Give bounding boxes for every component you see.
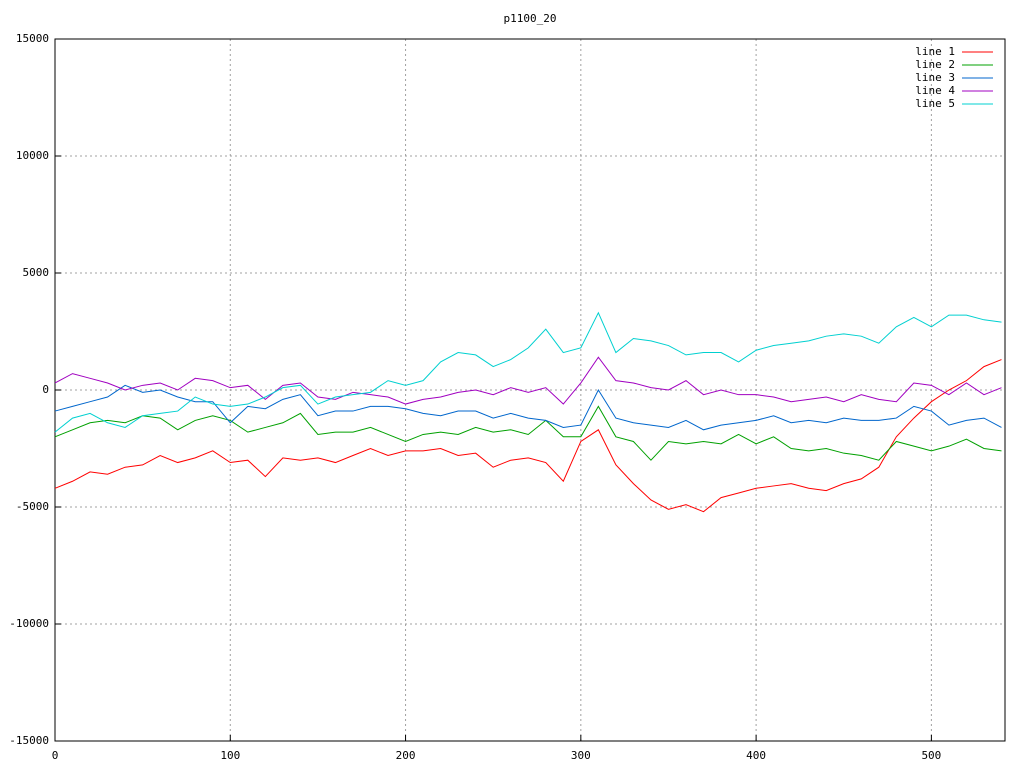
y-tick-label: -15000 — [9, 734, 49, 747]
chart-title: p1100_20 — [504, 12, 557, 25]
series-line — [54, 356, 1002, 405]
series-line — [54, 384, 1002, 431]
y-tick-label: 5000 — [23, 266, 50, 279]
y-tick-label: 15000 — [16, 32, 49, 45]
y-tick-label: 0 — [42, 383, 49, 396]
x-tick-label: 500 — [921, 749, 941, 762]
x-tick-label: 300 — [571, 749, 591, 762]
series-line — [54, 311, 1002, 433]
plot-border — [54, 38, 1006, 742]
x-tick-label: 0 — [52, 749, 59, 762]
y-tick-label: 10000 — [16, 149, 49, 162]
x-tick-label: 400 — [746, 749, 766, 762]
x-tick-label: 200 — [396, 749, 416, 762]
series-line — [54, 359, 1002, 513]
legend-label: line 3 — [915, 71, 955, 84]
legend-label: line 2 — [915, 58, 955, 71]
x-tick-label: 100 — [220, 749, 240, 762]
legend-label: line 4 — [915, 84, 955, 97]
legend-label: line 5 — [915, 97, 955, 110]
legend-label: line 1 — [915, 45, 955, 58]
series-line — [54, 405, 1002, 461]
y-tick-label: -5000 — [16, 500, 49, 513]
y-tick-label: -10000 — [9, 617, 49, 630]
